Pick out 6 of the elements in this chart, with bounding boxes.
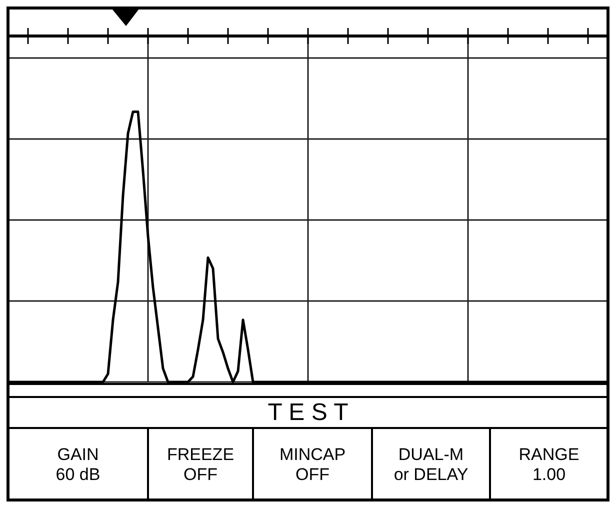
text: GAIN 60 dB: [54, 444, 102, 486]
text: MINCAP OFF: [278, 444, 347, 486]
text: T E S T: [266, 398, 350, 428]
text: DUAL-M or DELAY: [392, 444, 470, 486]
text: FREEZE OFF: [166, 444, 236, 486]
text: RANGE 1.00: [518, 444, 580, 486]
